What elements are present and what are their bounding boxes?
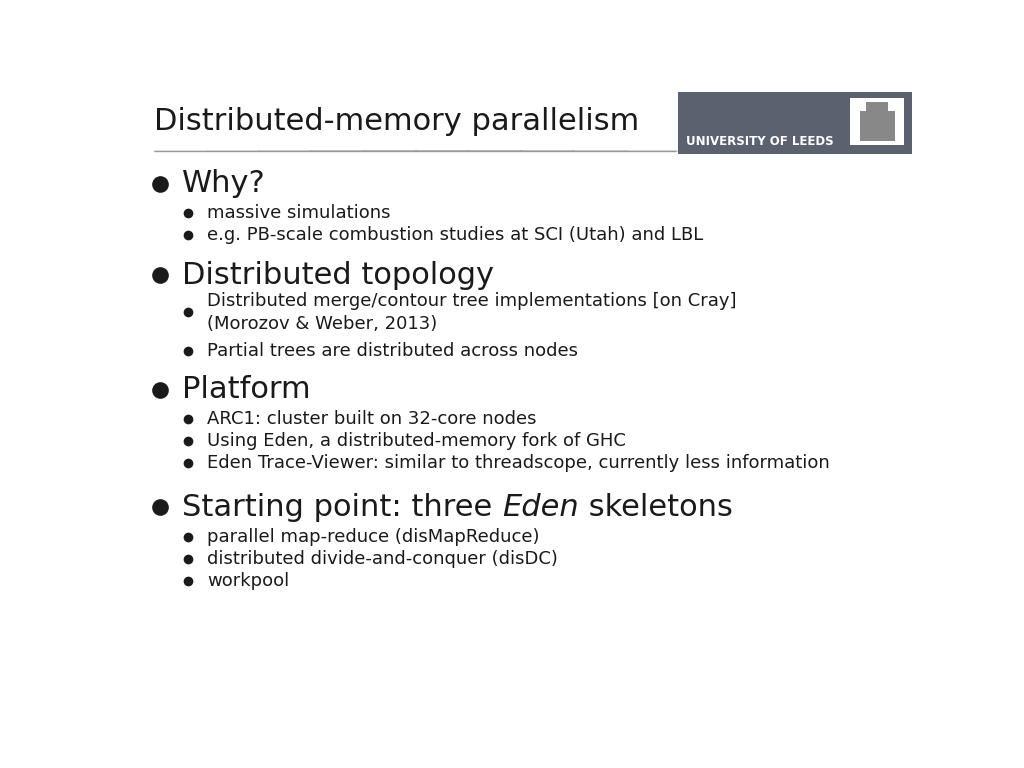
Text: UNIVERSITY OF LEEDS: UNIVERSITY OF LEEDS — [686, 134, 834, 147]
FancyBboxPatch shape — [850, 98, 904, 145]
Text: parallel map-reduce (disMapReduce): parallel map-reduce (disMapReduce) — [207, 528, 540, 546]
Text: workpool: workpool — [207, 571, 290, 590]
Text: Distributed-memory parallelism: Distributed-memory parallelism — [155, 108, 639, 136]
Text: Distributed topology: Distributed topology — [182, 261, 494, 290]
Text: Partial trees are distributed across nodes: Partial trees are distributed across nod… — [207, 343, 579, 360]
Text: massive simulations: massive simulations — [207, 204, 391, 223]
Text: Eden Trace-Viewer: similar to threadscope, currently less information: Eden Trace-Viewer: similar to threadscop… — [207, 454, 830, 472]
Text: Using Eden, a distributed-memory fork of GHC: Using Eden, a distributed-memory fork of… — [207, 432, 627, 450]
Text: ARC1: cluster built on 32-core nodes: ARC1: cluster built on 32-core nodes — [207, 410, 537, 429]
Text: Starting point: three: Starting point: three — [182, 493, 502, 521]
Text: Distributed merge/contour tree implementations [on Cray]
(Morozov & Weber, 2013): Distributed merge/contour tree implement… — [207, 292, 737, 333]
Text: distributed divide-and-conquer (disDC): distributed divide-and-conquer (disDC) — [207, 550, 558, 568]
Text: Eden: Eden — [502, 493, 579, 521]
FancyBboxPatch shape — [678, 92, 912, 154]
Text: Platform: Platform — [182, 375, 310, 404]
Text: e.g. PB-scale combustion studies at SCI (Utah) and LBL: e.g. PB-scale combustion studies at SCI … — [207, 227, 703, 244]
Text: Why?: Why? — [182, 169, 265, 198]
FancyBboxPatch shape — [866, 101, 888, 114]
Text: skeletons: skeletons — [579, 493, 732, 521]
FancyBboxPatch shape — [860, 111, 895, 141]
